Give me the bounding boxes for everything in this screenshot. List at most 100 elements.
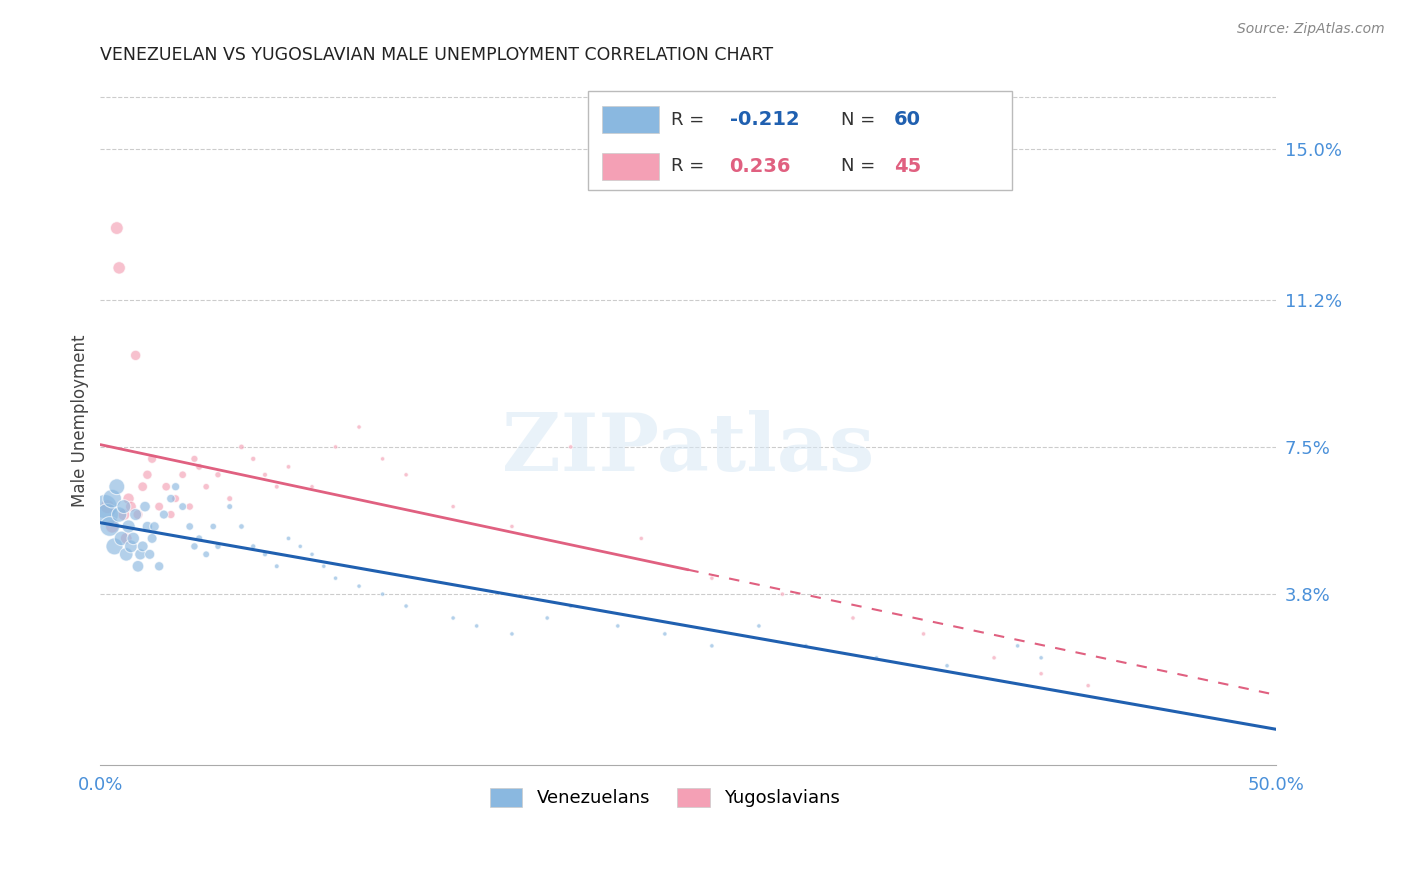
Point <box>630 532 652 546</box>
Point <box>165 491 187 506</box>
Point <box>207 467 229 482</box>
Text: 45: 45 <box>894 157 921 176</box>
Point <box>165 480 187 494</box>
Point <box>983 650 1005 665</box>
Point <box>395 599 418 613</box>
Point <box>501 627 523 641</box>
Point <box>117 491 139 506</box>
Point <box>912 627 935 641</box>
Point <box>101 491 124 506</box>
Point <box>143 519 166 533</box>
Point <box>277 459 299 474</box>
Point <box>560 599 582 613</box>
Point <box>347 420 370 434</box>
Point <box>371 451 394 466</box>
Text: ZIPatlas: ZIPatlas <box>502 409 875 488</box>
Point <box>1077 679 1099 693</box>
Point <box>441 500 464 514</box>
Text: R =: R = <box>671 157 710 176</box>
FancyBboxPatch shape <box>603 153 659 180</box>
Point <box>242 540 264 554</box>
Point <box>172 467 194 482</box>
Point <box>325 571 347 585</box>
Point <box>842 611 865 625</box>
Point <box>127 559 149 574</box>
Text: R =: R = <box>671 111 710 128</box>
Point <box>501 519 523 533</box>
Point <box>794 639 817 653</box>
Point <box>115 547 138 561</box>
Point <box>195 480 218 494</box>
Text: 60: 60 <box>894 110 921 129</box>
Point <box>231 440 253 454</box>
Point <box>253 547 276 561</box>
Point <box>179 519 201 533</box>
Text: Source: ZipAtlas.com: Source: ZipAtlas.com <box>1237 22 1385 37</box>
Point <box>172 500 194 514</box>
Point <box>700 639 723 653</box>
Point <box>560 440 582 454</box>
Point <box>253 467 276 482</box>
Point <box>218 491 240 506</box>
Point <box>139 547 162 561</box>
Point <box>606 619 628 633</box>
Point <box>654 627 676 641</box>
Point <box>748 619 770 633</box>
Point <box>207 540 229 554</box>
Point <box>1007 639 1029 653</box>
Point <box>770 587 793 601</box>
Text: -0.212: -0.212 <box>730 110 799 129</box>
Point <box>700 571 723 585</box>
Point <box>395 467 418 482</box>
Point <box>141 451 163 466</box>
Point <box>124 508 146 522</box>
Point <box>183 451 205 466</box>
Point <box>347 579 370 593</box>
Point <box>312 559 335 574</box>
Point <box>127 508 149 522</box>
Point <box>218 500 240 514</box>
Point <box>94 500 117 514</box>
Text: 0.236: 0.236 <box>730 157 792 176</box>
Point <box>179 500 201 514</box>
Point <box>936 658 959 673</box>
Point <box>242 451 264 466</box>
Point <box>131 540 153 554</box>
Point <box>160 491 183 506</box>
Point <box>188 532 211 546</box>
Point <box>160 508 183 522</box>
FancyBboxPatch shape <box>603 106 659 133</box>
Point <box>110 532 132 546</box>
Text: VENEZUELAN VS YUGOSLAVIAN MALE UNEMPLOYMENT CORRELATION CHART: VENEZUELAN VS YUGOSLAVIAN MALE UNEMPLOYM… <box>100 46 773 64</box>
Point <box>371 587 394 601</box>
Point <box>1029 666 1052 681</box>
Point <box>153 508 176 522</box>
Point <box>129 547 152 561</box>
Point <box>266 559 288 574</box>
Point <box>231 519 253 533</box>
Point <box>865 650 887 665</box>
Text: N =: N = <box>841 157 882 176</box>
Point <box>1029 650 1052 665</box>
Point <box>536 611 558 625</box>
Point <box>136 519 159 533</box>
Point <box>136 467 159 482</box>
Point <box>301 480 323 494</box>
FancyBboxPatch shape <box>588 91 1012 191</box>
Point <box>117 519 139 533</box>
Point <box>325 440 347 454</box>
Point <box>441 611 464 625</box>
Point <box>108 508 131 522</box>
Point <box>105 480 128 494</box>
Point <box>120 500 142 514</box>
Point <box>465 619 488 633</box>
Y-axis label: Male Unemployment: Male Unemployment <box>72 334 89 508</box>
Point <box>108 260 131 275</box>
Point <box>115 532 138 546</box>
Point <box>120 540 142 554</box>
Point <box>277 532 299 546</box>
Point <box>155 480 177 494</box>
Point <box>266 480 288 494</box>
Point <box>290 540 312 554</box>
Point <box>103 540 125 554</box>
